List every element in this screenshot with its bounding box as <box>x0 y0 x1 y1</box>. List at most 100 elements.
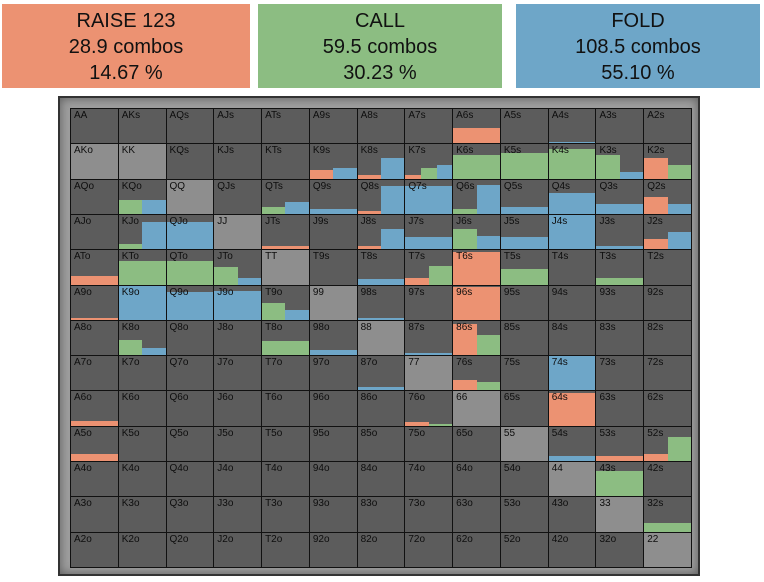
hand-cell-Q4s[interactable]: Q4s <box>548 179 596 214</box>
hand-cell-T7s[interactable]: T7s <box>405 250 453 285</box>
hand-cell-75s[interactable]: 75s <box>500 356 548 391</box>
hand-cell-AKo[interactable]: AKo <box>71 144 118 179</box>
hand-cell-T3s[interactable]: T3s <box>596 250 644 285</box>
hand-cell-Q9o[interactable]: Q9o <box>166 285 214 320</box>
hand-cell-Q2o[interactable]: Q2o <box>166 532 214 567</box>
hand-cell-85o[interactable]: 85o <box>357 426 405 462</box>
hand-cell-Q3o[interactable]: Q3o <box>166 497 214 532</box>
hand-cell-A6o[interactable]: A6o <box>71 391 118 426</box>
hand-cell-T5o[interactable]: T5o <box>262 426 309 462</box>
hand-cell-A2s[interactable]: A2s <box>644 109 691 144</box>
hand-cell-22[interactable]: 22 <box>644 532 691 567</box>
hand-cell-97s[interactable]: 97s <box>405 285 453 320</box>
hand-cell-A4s[interactable]: A4s <box>548 109 596 144</box>
hand-cell-AJo[interactable]: AJo <box>71 214 118 250</box>
hand-cell-64o[interactable]: 64o <box>453 462 500 497</box>
hand-cell-T2o[interactable]: T2o <box>262 532 309 567</box>
hand-cell-AQs[interactable]: AQs <box>166 109 214 144</box>
hand-cell-97o[interactable]: 97o <box>309 356 357 391</box>
hand-cell-QJs[interactable]: QJs <box>214 179 262 214</box>
hand-cell-87o[interactable]: 87o <box>357 356 405 391</box>
hand-cell-Q8o[interactable]: Q8o <box>166 320 214 356</box>
hand-cell-64s[interactable]: 64s <box>548 391 596 426</box>
hand-cell-QTo[interactable]: QTo <box>166 250 214 285</box>
hand-cell-A5o[interactable]: A5o <box>71 426 118 462</box>
hand-cell-K9o[interactable]: K9o <box>118 285 166 320</box>
hand-cell-K6o[interactable]: K6o <box>118 391 166 426</box>
hand-cell-63s[interactable]: 63s <box>596 391 644 426</box>
hand-cell-T9o[interactable]: T9o <box>262 285 309 320</box>
hand-cell-83o[interactable]: 83o <box>357 497 405 532</box>
hand-cell-K3o[interactable]: K3o <box>118 497 166 532</box>
hand-cell-K6s[interactable]: K6s <box>453 144 500 179</box>
hand-cell-84o[interactable]: 84o <box>357 462 405 497</box>
raise-summary-box[interactable]: RAISE 123 28.9 combos 14.67 % <box>2 4 250 88</box>
hand-cell-87s[interactable]: 87s <box>405 320 453 356</box>
hand-cell-A3s[interactable]: A3s <box>596 109 644 144</box>
hand-cell-J3s[interactable]: J3s <box>596 214 644 250</box>
hand-cell-33[interactable]: 33 <box>596 497 644 532</box>
hand-cell-T8o[interactable]: T8o <box>262 320 309 356</box>
hand-cell-T4o[interactable]: T4o <box>262 462 309 497</box>
hand-cell-65o[interactable]: 65o <box>453 426 500 462</box>
hand-cell-J2o[interactable]: J2o <box>214 532 262 567</box>
hand-cell-J3o[interactable]: J3o <box>214 497 262 532</box>
hand-cell-T4s[interactable]: T4s <box>548 250 596 285</box>
hand-cell-Q6s[interactable]: Q6s <box>453 179 500 214</box>
hand-cell-J5s[interactable]: J5s <box>500 214 548 250</box>
hand-cell-K3s[interactable]: K3s <box>596 144 644 179</box>
hand-cell-92s[interactable]: 92s <box>644 285 691 320</box>
hand-cell-86o[interactable]: 86o <box>357 391 405 426</box>
hand-cell-32o[interactable]: 32o <box>596 532 644 567</box>
hand-cell-K5o[interactable]: K5o <box>118 426 166 462</box>
hand-cell-J4o[interactable]: J4o <box>214 462 262 497</box>
hand-cell-QTs[interactable]: QTs <box>262 179 309 214</box>
hand-cell-T5s[interactable]: T5s <box>500 250 548 285</box>
hand-cell-77[interactable]: 77 <box>405 356 453 391</box>
hand-cell-ATo[interactable]: ATo <box>71 250 118 285</box>
hand-cell-KTo[interactable]: KTo <box>118 250 166 285</box>
hand-cell-43s[interactable]: 43s <box>596 462 644 497</box>
hand-cell-A8s[interactable]: A8s <box>357 109 405 144</box>
hand-cell-75o[interactable]: 75o <box>405 426 453 462</box>
hand-cell-93s[interactable]: 93s <box>596 285 644 320</box>
hand-cell-62s[interactable]: 62s <box>644 391 691 426</box>
hand-cell-Q7s[interactable]: Q7s <box>405 179 453 214</box>
hand-cell-A9o[interactable]: A9o <box>71 285 118 320</box>
hand-cell-96o[interactable]: 96o <box>309 391 357 426</box>
hand-cell-J9s[interactable]: J9s <box>309 214 357 250</box>
hand-cell-Q8s[interactable]: Q8s <box>357 179 405 214</box>
hand-cell-A4o[interactable]: A4o <box>71 462 118 497</box>
hand-cell-98o[interactable]: 98o <box>309 320 357 356</box>
hand-cell-J9o[interactable]: J9o <box>214 285 262 320</box>
hand-cell-53s[interactable]: 53s <box>596 426 644 462</box>
hand-cell-T8s[interactable]: T8s <box>357 250 405 285</box>
hand-cell-T6s[interactable]: T6s <box>453 250 500 285</box>
hand-cell-43o[interactable]: 43o <box>548 497 596 532</box>
hand-cell-J7s[interactable]: J7s <box>405 214 453 250</box>
hand-cell-A6s[interactable]: A6s <box>453 109 500 144</box>
hand-cell-T3o[interactable]: T3o <box>262 497 309 532</box>
hand-cell-AJs[interactable]: AJs <box>214 109 262 144</box>
hand-cell-A3o[interactable]: A3o <box>71 497 118 532</box>
hand-cell-A5s[interactable]: A5s <box>500 109 548 144</box>
hand-cell-QJo[interactable]: QJo <box>166 214 214 250</box>
hand-cell-52o[interactable]: 52o <box>500 532 548 567</box>
hand-cell-86s[interactable]: 86s <box>453 320 500 356</box>
hand-cell-72s[interactable]: 72s <box>644 356 691 391</box>
hand-cell-J4s[interactable]: J4s <box>548 214 596 250</box>
hand-cell-73s[interactable]: 73s <box>596 356 644 391</box>
hand-cell-AQo[interactable]: AQo <box>71 179 118 214</box>
hand-cell-K2o[interactable]: K2o <box>118 532 166 567</box>
hand-cell-95s[interactable]: 95s <box>500 285 548 320</box>
hand-cell-QQ[interactable]: QQ <box>166 179 214 214</box>
hand-cell-K4s[interactable]: K4s <box>548 144 596 179</box>
hand-cell-94o[interactable]: 94o <box>309 462 357 497</box>
hand-cell-T7o[interactable]: T7o <box>262 356 309 391</box>
hand-cell-K7o[interactable]: K7o <box>118 356 166 391</box>
hand-cell-KK[interactable]: KK <box>118 144 166 179</box>
hand-cell-65s[interactable]: 65s <box>500 391 548 426</box>
hand-cell-J8s[interactable]: J8s <box>357 214 405 250</box>
call-summary-box[interactable]: CALL 59.5 combos 30.23 % <box>258 4 502 88</box>
hand-cell-74o[interactable]: 74o <box>405 462 453 497</box>
